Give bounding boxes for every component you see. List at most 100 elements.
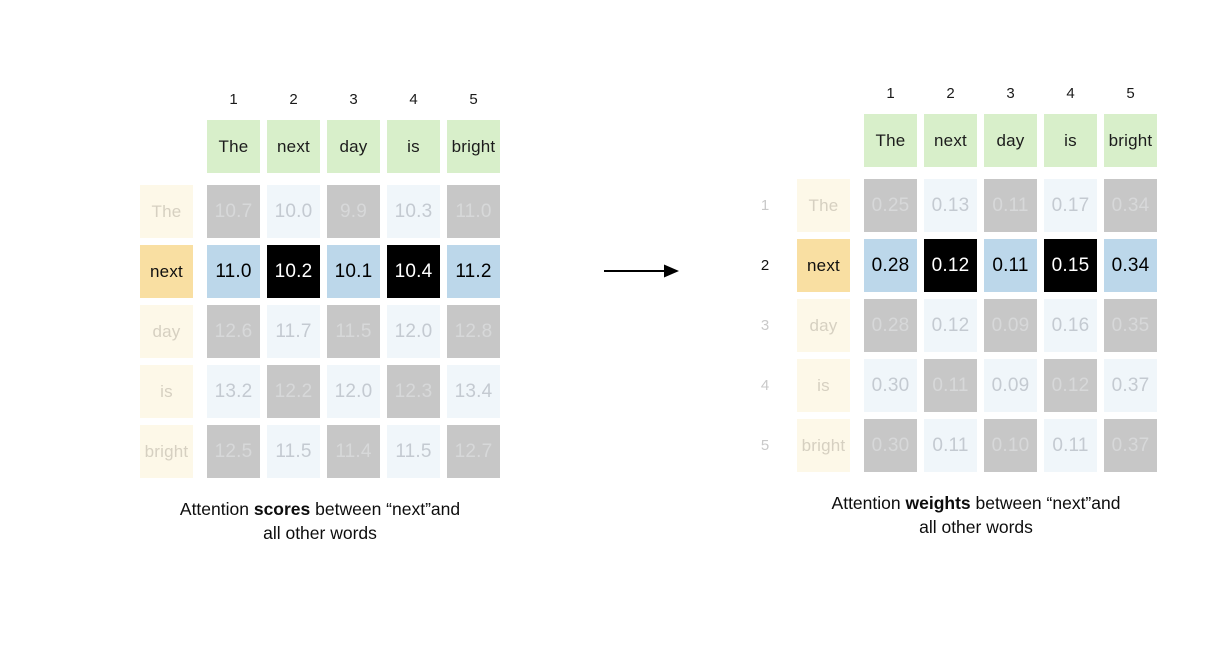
matrix-cell: 11.5 [387, 425, 440, 478]
matrix-cell: 11.0 [207, 245, 260, 298]
column-word-cell: bright [1104, 114, 1157, 167]
matrix-cell: 10.7 [207, 185, 260, 238]
matrix-cell: 10.4 [387, 245, 440, 298]
matrix-cell: 0.12 [924, 299, 977, 352]
column-number: 3 [1006, 85, 1015, 102]
matrix-cell: 12.6 [207, 305, 260, 358]
matrix-cell: 0.17 [1044, 179, 1097, 232]
matrix-cell: 0.34 [1104, 239, 1157, 292]
matrix-cell: 0.15 [1044, 239, 1097, 292]
row-label: is [797, 359, 850, 412]
weights-caption: Attention weights between “next”and all … [796, 491, 1156, 539]
matrix-cell: 13.4 [447, 365, 500, 418]
matrix-row: is 13.2 12.2 12.0 12.3 13.4 [140, 365, 500, 418]
matrix-row: The 10.7 10.0 9.9 10.3 11.0 [140, 185, 500, 238]
matrix-cell: 0.34 [1104, 179, 1157, 232]
row-label: bright [140, 425, 193, 478]
matrix-cell: 0.11 [1044, 419, 1097, 472]
matrix-cell: 10.3 [387, 185, 440, 238]
matrix-cell: 10.2 [267, 245, 320, 298]
row-number: 3 [760, 317, 770, 334]
row-label: next [797, 239, 850, 292]
column-word-cell: The [864, 114, 917, 167]
matrix-cell: 0.16 [1044, 299, 1097, 352]
matrix-cell: 0.35 [1104, 299, 1157, 352]
matrix-cell: 12.7 [447, 425, 500, 478]
matrix-cell: 0.11 [984, 239, 1037, 292]
matrix-row: 3 day 0.28 0.12 0.09 0.16 0.35 [749, 299, 1157, 352]
matrix-cell: 0.11 [924, 359, 977, 412]
column-number: 4 [409, 91, 418, 108]
weights-caption-bold-word: weights [905, 493, 971, 513]
scores-caption-bold-word: scores [253, 499, 311, 519]
column-number: 1 [229, 91, 238, 108]
matrix-row: 5 bright 0.30 0.11 0.10 0.11 0.37 [749, 419, 1157, 472]
column-number: 1 [886, 85, 895, 102]
matrix-row: day 12.6 11.7 11.5 12.0 12.8 [140, 305, 500, 358]
matrix-cell: 12.2 [267, 365, 320, 418]
matrix-cell: 11.2 [447, 245, 500, 298]
matrix-cell: 11.4 [327, 425, 380, 478]
column-word-cell: day [984, 114, 1037, 167]
weights-caption-line1: Attention weights between “next”and [831, 493, 1121, 513]
matrix-cell: 0.11 [984, 179, 1037, 232]
row-number: 4 [760, 377, 770, 394]
row-label: bright [797, 419, 850, 472]
column-word-cell: The [207, 120, 260, 173]
matrix-cell: 11.0 [447, 185, 500, 238]
scores-matrix: 1 2 3 4 5 The next day is bright The 10.7 10.0 9.9 10.… [140, 91, 500, 485]
matrix-cell: 0.37 [1104, 419, 1157, 472]
scores-caption-line1: Attention scores between “next”and [179, 499, 461, 519]
row-label: is [140, 365, 193, 418]
matrix-cell: 0.12 [924, 239, 977, 292]
matrix-cell: 0.28 [864, 299, 917, 352]
matrix-cell: 0.25 [864, 179, 917, 232]
row-label: day [140, 305, 193, 358]
matrix-cell: 0.30 [864, 359, 917, 412]
column-number: 5 [469, 91, 478, 108]
spacer [140, 107, 200, 108]
matrix-row: 2 next 0.28 0.12 0.11 0.15 0.34 [749, 239, 1157, 292]
row-label: next [140, 245, 193, 298]
matrix-cell: 12.5 [207, 425, 260, 478]
right-arrow-icon [602, 261, 682, 281]
matrix-cell: 11.5 [327, 305, 380, 358]
matrix-cell: 11.5 [267, 425, 320, 478]
row-label: The [140, 185, 193, 238]
column-word-cell: bright [447, 120, 500, 173]
row-number: 5 [760, 437, 770, 454]
scores-caption: Attention scores between “next”and all o… [140, 497, 500, 545]
matrix-cell: 0.12 [1044, 359, 1097, 412]
weights-caption-line2: all other words [919, 517, 1033, 537]
spacer [749, 101, 857, 102]
column-word-cell: next [267, 120, 320, 173]
matrix-cell: 0.28 [864, 239, 917, 292]
column-word-cell: day [327, 120, 380, 173]
matrix-cell: 12.0 [327, 365, 380, 418]
scores-caption-line2: all other words [263, 523, 377, 543]
matrix-cell: 0.13 [924, 179, 977, 232]
matrix-cell: 12.3 [387, 365, 440, 418]
column-words-row: The next day is bright [140, 120, 500, 173]
matrix-cell: 0.09 [984, 299, 1037, 352]
column-number: 2 [289, 91, 298, 108]
matrix-cell: 12.0 [387, 305, 440, 358]
column-words-row: The next day is bright [749, 114, 1157, 167]
column-number: 2 [946, 85, 955, 102]
matrix-cell: 9.9 [327, 185, 380, 238]
matrix-cell: 13.2 [207, 365, 260, 418]
column-word-cell: is [1044, 114, 1097, 167]
matrix-cell: 0.09 [984, 359, 1037, 412]
matrix-cell: 10.1 [327, 245, 380, 298]
spacer [140, 120, 200, 121]
matrix-row: next 11.0 10.2 10.1 10.4 11.2 [140, 245, 500, 298]
weights-matrix: 1 2 3 4 5 The next day is bright 1 The 0.25 0.13 0.11 0… [749, 85, 1157, 479]
matrix-cell: 11.7 [267, 305, 320, 358]
column-word-cell: next [924, 114, 977, 167]
spacer [749, 114, 857, 115]
column-number: 4 [1066, 85, 1075, 102]
row-number: 1 [760, 197, 770, 214]
matrix-cell: 0.37 [1104, 359, 1157, 412]
matrix-row: bright 12.5 11.5 11.4 11.5 12.7 [140, 425, 500, 478]
